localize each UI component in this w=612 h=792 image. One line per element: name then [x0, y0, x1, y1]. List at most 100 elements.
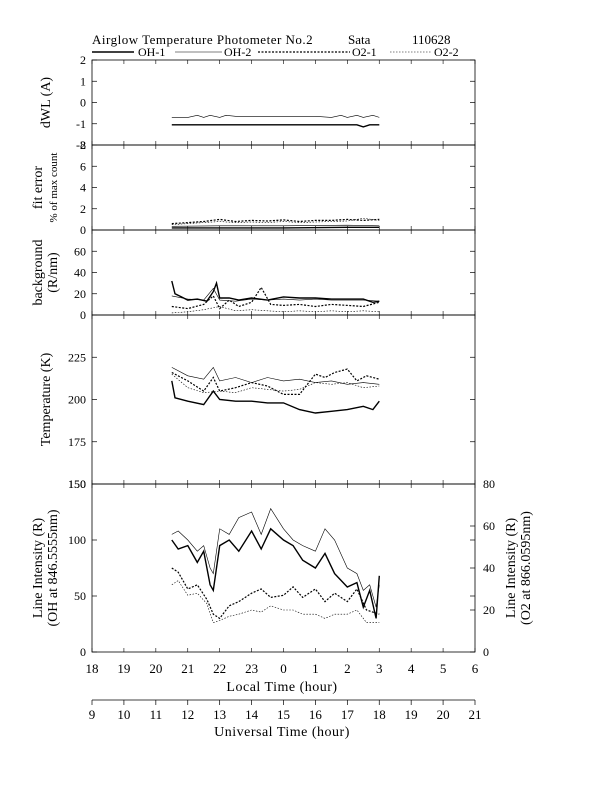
panel-4: 150 175 200 225 Temperature (K)	[39, 314, 476, 491]
panel-frame	[91, 314, 476, 485]
series-oh1	[171, 226, 380, 229]
panel-2: 0 2 4 6 8 fit error% of max count	[31, 138, 476, 237]
series-oh1	[171, 280, 380, 304]
universal-time-tick-label: 14	[245, 707, 259, 722]
y-tick-label: -2	[76, 138, 86, 152]
series-oh2	[171, 224, 380, 227]
panel-1: -2 -1 0 1 2 dWL (A)	[39, 53, 476, 152]
panel-frame	[91, 59, 476, 146]
local-time-tick-label: 2	[344, 661, 351, 676]
y-axis-label: Line Intensity (R)	[31, 518, 46, 619]
legend-label-oh2: OH-2	[224, 45, 251, 59]
panel-frame	[91, 483, 476, 653]
y-tick-label: 0	[80, 308, 86, 322]
y-tick-label: 0	[80, 645, 86, 659]
series-o21	[171, 218, 380, 225]
series-oh1	[171, 380, 380, 414]
y2-axis-label: Line Intensity (R)	[504, 518, 519, 619]
series-oh1	[171, 124, 380, 128]
universal-time-tick-label: 17	[341, 707, 355, 722]
local-time-tick-label: 20	[149, 661, 162, 676]
y-tick-label: 200	[68, 393, 86, 407]
local-time-tick-label: 5	[440, 661, 447, 676]
y-axis-label: % of max count	[48, 153, 60, 223]
universal-time-tick-label: 20	[437, 707, 450, 722]
y-tick-label: 225	[68, 350, 86, 364]
y-tick-label: 150	[68, 477, 86, 491]
chart-title: Airglow Temperature Photometer No.2	[92, 32, 313, 47]
y2-tick-label: 20	[483, 603, 495, 617]
panel-3: 0 20 40 60 background (R/nm)	[31, 229, 476, 322]
y-tick-label: 0	[80, 96, 86, 110]
universal-time-tick-label: 9	[89, 707, 96, 722]
universal-time-tick-label: 13	[213, 707, 226, 722]
local-time-tick-label: 0	[280, 661, 287, 676]
universal-time-tick-label: 12	[181, 707, 194, 722]
y-tick-label: 100	[68, 533, 86, 547]
series-o21	[171, 286, 380, 310]
series-o22	[171, 373, 380, 394]
y2-axis-label: (O2 at 866.0595nm)	[519, 511, 534, 625]
local-time-tick-label: 3	[376, 661, 383, 676]
local-time-label: Local Time (hour)	[226, 680, 337, 695]
y-axis-label: (R/nm)	[46, 252, 61, 293]
series-o21	[171, 368, 380, 395]
y2-tick-label: 0	[483, 645, 489, 659]
y-tick-label: 150	[68, 477, 86, 491]
y-tick-label: 40	[74, 266, 86, 280]
universal-time-tick-label: 16	[309, 707, 323, 722]
local-time-tick-label: 4	[408, 661, 415, 676]
legend-label-oh1: OH-1	[138, 45, 165, 59]
local-time-tick-label: 19	[117, 661, 130, 676]
time-axes: 18 19 20 21 22 23 0 1 2 3 4 5 69 10 11 12 13 14 15 16 17 18 19…	[86, 661, 482, 722]
universal-time-tick-label: 10	[117, 707, 130, 722]
series-oh2	[171, 287, 380, 302]
series-o22	[171, 580, 380, 623]
local-time-tick-label: 1	[312, 661, 319, 676]
y-tick-label: 4	[80, 181, 86, 195]
panel-frame	[91, 144, 476, 231]
y2-tick-label: 40	[483, 561, 495, 575]
panel-frame	[91, 229, 476, 316]
y-tick-label: 2	[80, 202, 86, 216]
y2-tick-label: 80	[483, 477, 495, 491]
universal-time-label: Universal Time (hour)	[214, 725, 350, 740]
local-time-tick-label: 6	[472, 661, 479, 676]
legend-label-o22: O2-2	[434, 45, 459, 59]
y2-tick-label: 60	[483, 519, 495, 533]
y-tick-label: 0	[80, 223, 86, 237]
universal-time-tick-label: 11	[150, 707, 163, 722]
legend: OH-1 OH-2 O2-1 O2-2	[92, 45, 459, 59]
series-oh1	[171, 527, 380, 619]
y-tick-label: -1	[76, 117, 86, 131]
y-axis-label: background	[31, 239, 46, 305]
series-oh2	[171, 507, 380, 608]
y-axis-label: (OH at 846.5555nm)	[46, 509, 61, 626]
y-tick-label: 50	[74, 589, 86, 603]
y-tick-label: 2	[80, 53, 86, 67]
series-o22	[171, 306, 380, 314]
series-oh2	[171, 366, 380, 385]
local-time-tick-label: 22	[213, 661, 226, 676]
universal-time-tick-label: 15	[277, 707, 290, 722]
panels: -2 -1 0 1 2 dWL (A) 0 2 4 6 8 fit error% of max cou…	[31, 53, 534, 659]
y-tick-label: 175	[68, 435, 86, 449]
universal-time-tick-label: 21	[469, 707, 482, 722]
series-o21	[171, 567, 380, 620]
series-oh2	[171, 114, 380, 118]
local-time-tick-label: 23	[245, 661, 258, 676]
universal-time-tick-label: 19	[405, 707, 418, 722]
local-time-tick-label: 18	[86, 661, 99, 676]
y-tick-label: 8	[80, 138, 86, 152]
y-axis-label: dWL (A)	[39, 77, 54, 129]
y-tick-label: 20	[74, 287, 86, 301]
universal-time-tick-label: 18	[373, 707, 386, 722]
legend-label-o21: O2-1	[352, 45, 377, 59]
date-label: 110628	[412, 32, 451, 47]
y-tick-label: 60	[74, 244, 86, 258]
site-name: Sata	[348, 32, 371, 47]
y-tick-label: 6	[80, 159, 86, 173]
y-tick-label: 1	[80, 74, 86, 88]
